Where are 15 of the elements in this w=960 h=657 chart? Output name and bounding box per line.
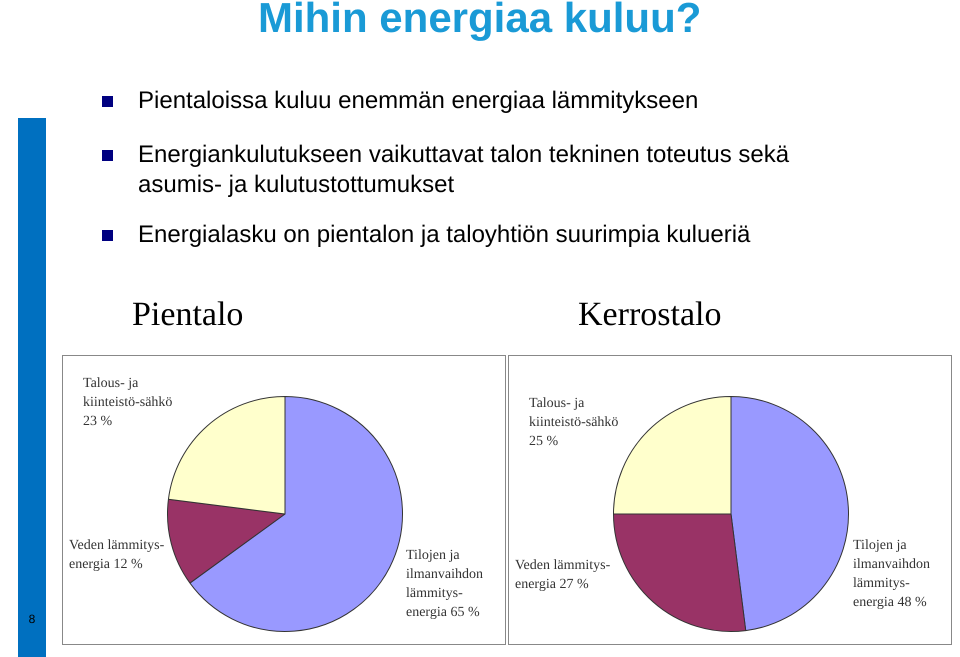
slice-label: Talous- ja kiinteistö-sähkö	[529, 396, 618, 430]
data-label: 25 %	[529, 434, 558, 449]
slice-label: Veden lämmitys-energia 27 %	[515, 557, 611, 594]
text: Energialasku on pientalon ja taloyhtiön suurimpia kulueriä	[138, 220, 752, 250]
text: Pientaloissa kuluu enemmän energiaa lämmitykseen	[138, 86, 700, 116]
data-label: 23 %	[83, 414, 112, 429]
slice-label: Tilojen ja ilmanvaihdon lämmitys-energia 48 %	[853, 537, 931, 612]
text: Energiankulutukseen vaikuttavat talon tekninen toteutus sekä asumis- ja kulutustottumukset	[138, 140, 790, 200]
slice-label: Veden lämmitys-energia 12 %	[69, 537, 165, 574]
chart-title: Pientalo	[132, 296, 244, 334]
chart-title: Kerrostalo	[578, 296, 722, 334]
text: 8	[28, 612, 36, 626]
slice-label: Talous- ja kiinteistö-sähkö	[83, 376, 172, 410]
text: Mihin energiaa kuluu?	[258, 0, 702, 42]
slice-label: Tilojen ja ilmanvaihdon lämmitys-energia 65 %	[406, 547, 484, 622]
